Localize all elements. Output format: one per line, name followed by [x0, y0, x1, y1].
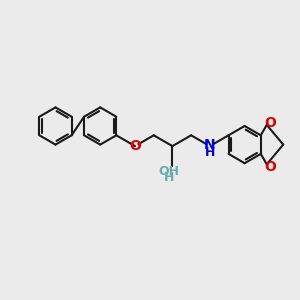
- Text: OH: OH: [158, 165, 179, 178]
- Text: H: H: [205, 146, 215, 159]
- Text: N: N: [204, 138, 216, 152]
- Text: H: H: [164, 171, 174, 184]
- Text: O: O: [129, 139, 141, 153]
- Text: O: O: [265, 160, 277, 174]
- Text: O: O: [265, 116, 277, 130]
